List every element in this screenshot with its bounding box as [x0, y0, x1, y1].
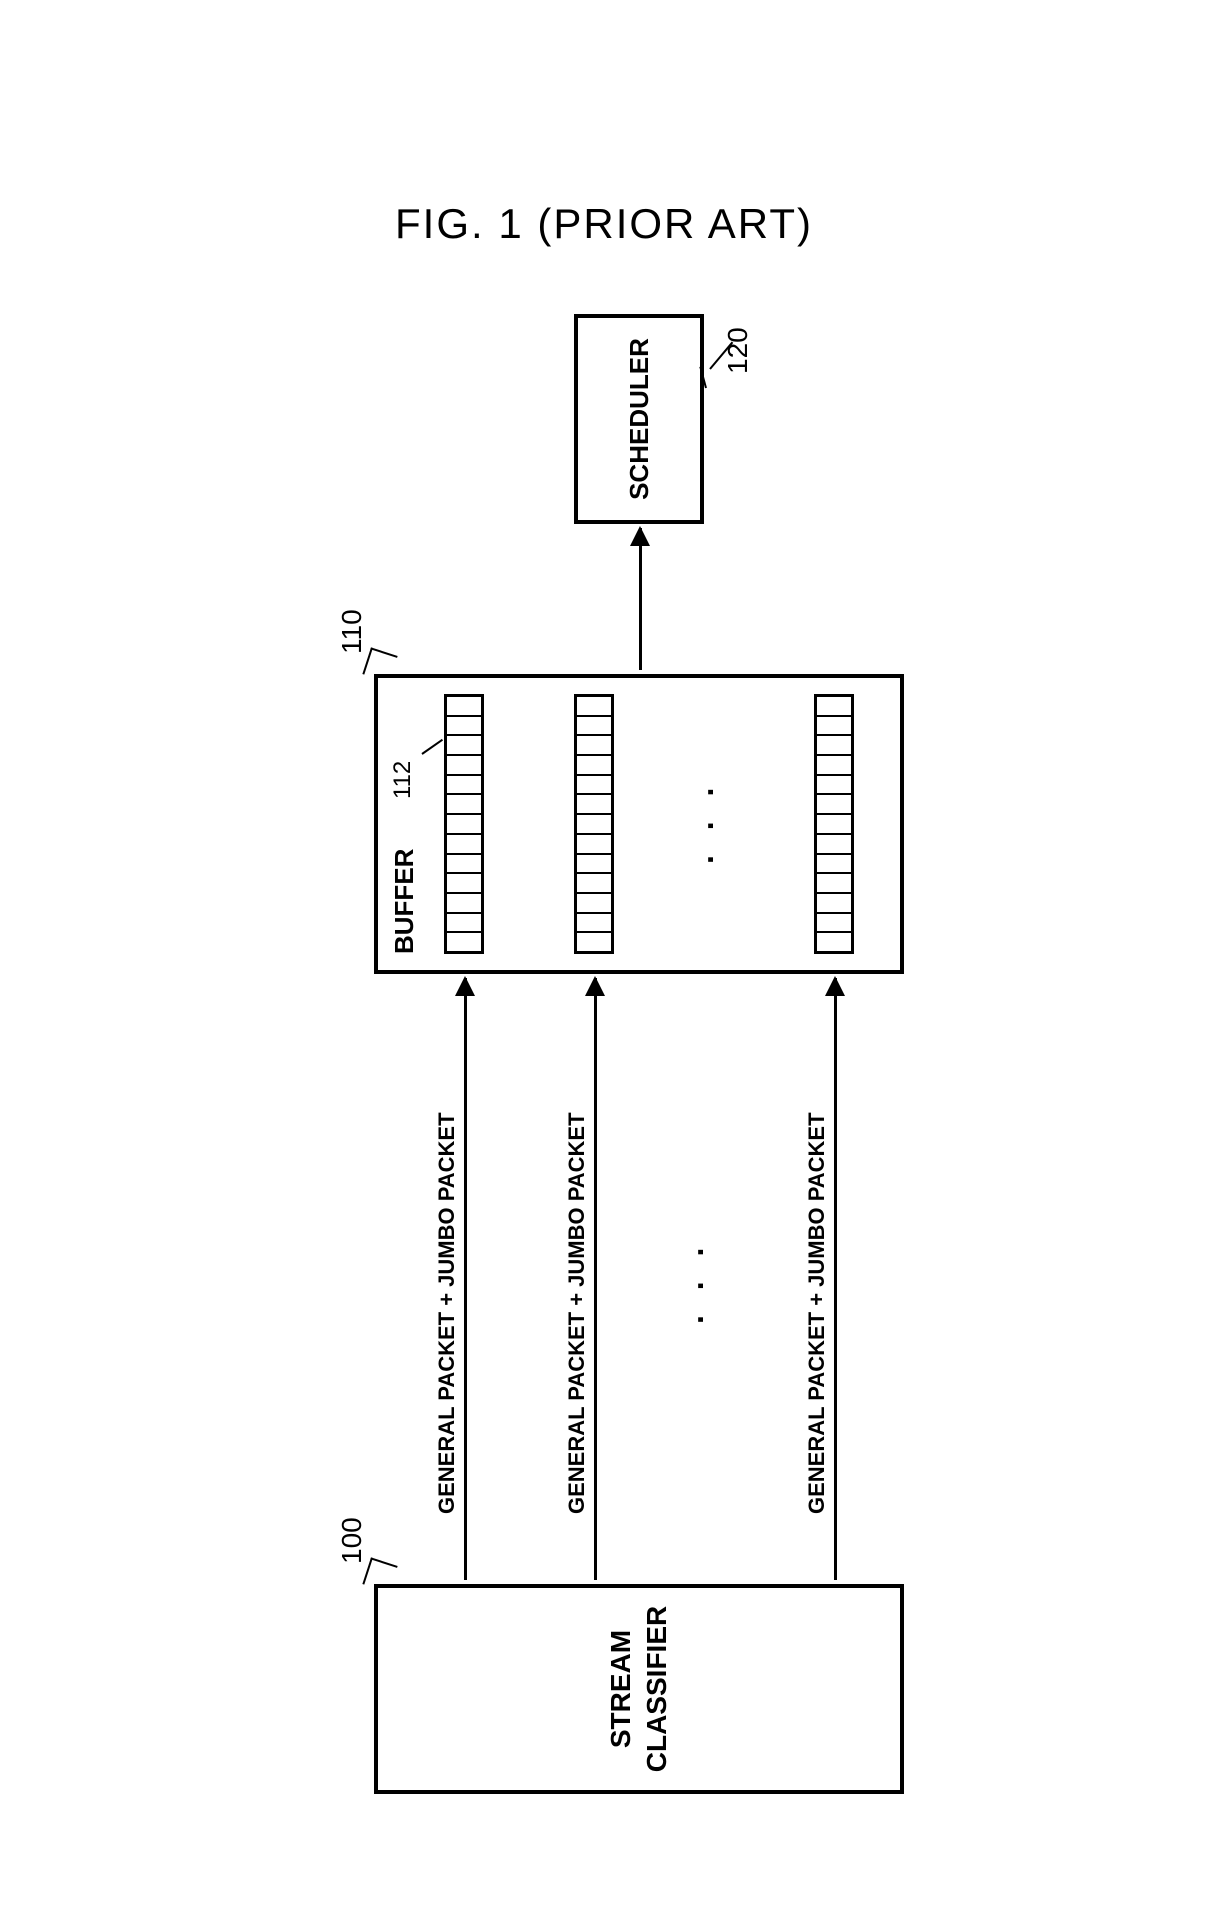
queue-cell — [447, 813, 481, 833]
ref-label-100: 100 — [336, 1517, 368, 1564]
queue-cell — [817, 931, 851, 951]
queue-cell — [447, 931, 481, 951]
queue-cell — [817, 813, 851, 833]
buffer-label: BUFFER — [389, 848, 420, 953]
queue-cell — [577, 911, 611, 931]
queue-cell — [577, 793, 611, 813]
arrow-label-n: GENERAL PACKET + JUMBO PACKET — [804, 1112, 830, 1514]
queue-cell — [817, 754, 851, 774]
queue-cell — [577, 892, 611, 912]
arrow-packet-n — [834, 978, 837, 1580]
buffer-ellipsis: . . . — [684, 779, 721, 863]
buffer-queue-1 — [444, 694, 484, 954]
arrow-to-scheduler — [639, 528, 642, 670]
page-container: FIG. 1 (PRIOR ART) STREAM CLASSIFIER 100… — [0, 0, 1208, 1916]
arrow-packet-2 — [594, 978, 597, 1580]
queue-cell — [447, 852, 481, 872]
queue-cell — [817, 734, 851, 754]
queue-cell — [447, 892, 481, 912]
scheduler-block: SCHEDULER — [574, 314, 704, 524]
queue-cell — [577, 813, 611, 833]
scheduler-label: SCHEDULER — [624, 338, 655, 500]
queue-cell — [447, 793, 481, 813]
queue-cell — [817, 774, 851, 794]
queue-cell — [447, 911, 481, 931]
stream-classifier-label: STREAM CLASSIFIER — [603, 1606, 676, 1772]
queue-cell — [447, 774, 481, 794]
queue-cell — [577, 872, 611, 892]
queue-cell — [447, 715, 481, 735]
queue-cell — [447, 754, 481, 774]
queue-cell — [447, 734, 481, 754]
arrow-label-1: GENERAL PACKET + JUMBO PACKET — [434, 1112, 460, 1514]
figure-title: FIG. 1 (PRIOR ART) — [0, 200, 1208, 248]
queue-cell — [577, 852, 611, 872]
queue-cell — [577, 734, 611, 754]
diagram-area: STREAM CLASSIFIER 100 GENERAL PACKET + J… — [244, 304, 964, 1804]
queue-cell — [577, 697, 611, 715]
queue-cell — [817, 892, 851, 912]
queue-cell — [577, 754, 611, 774]
stream-classifier-block: STREAM CLASSIFIER — [374, 1584, 904, 1794]
arrow-ellipsis: . . . — [674, 1239, 711, 1323]
queue-cell — [817, 911, 851, 931]
queue-cell — [577, 931, 611, 951]
queue-cell — [817, 793, 851, 813]
buffer-queue-2 — [574, 694, 614, 954]
queue-cell — [817, 697, 851, 715]
ref-label-110: 110 — [336, 609, 368, 654]
buffer-queue-n — [814, 694, 854, 954]
ref-label-112: 112 — [389, 761, 417, 799]
queue-cell — [817, 852, 851, 872]
queue-cell — [447, 833, 481, 853]
arrow-packet-1 — [464, 978, 467, 1580]
queue-cell — [447, 697, 481, 715]
queue-cell — [817, 872, 851, 892]
queue-cell — [577, 833, 611, 853]
queue-cell — [817, 715, 851, 735]
queue-cell — [447, 872, 481, 892]
queue-cell — [577, 774, 611, 794]
queue-cell — [577, 715, 611, 735]
queue-cell — [817, 833, 851, 853]
arrow-label-2: GENERAL PACKET + JUMBO PACKET — [564, 1112, 590, 1514]
